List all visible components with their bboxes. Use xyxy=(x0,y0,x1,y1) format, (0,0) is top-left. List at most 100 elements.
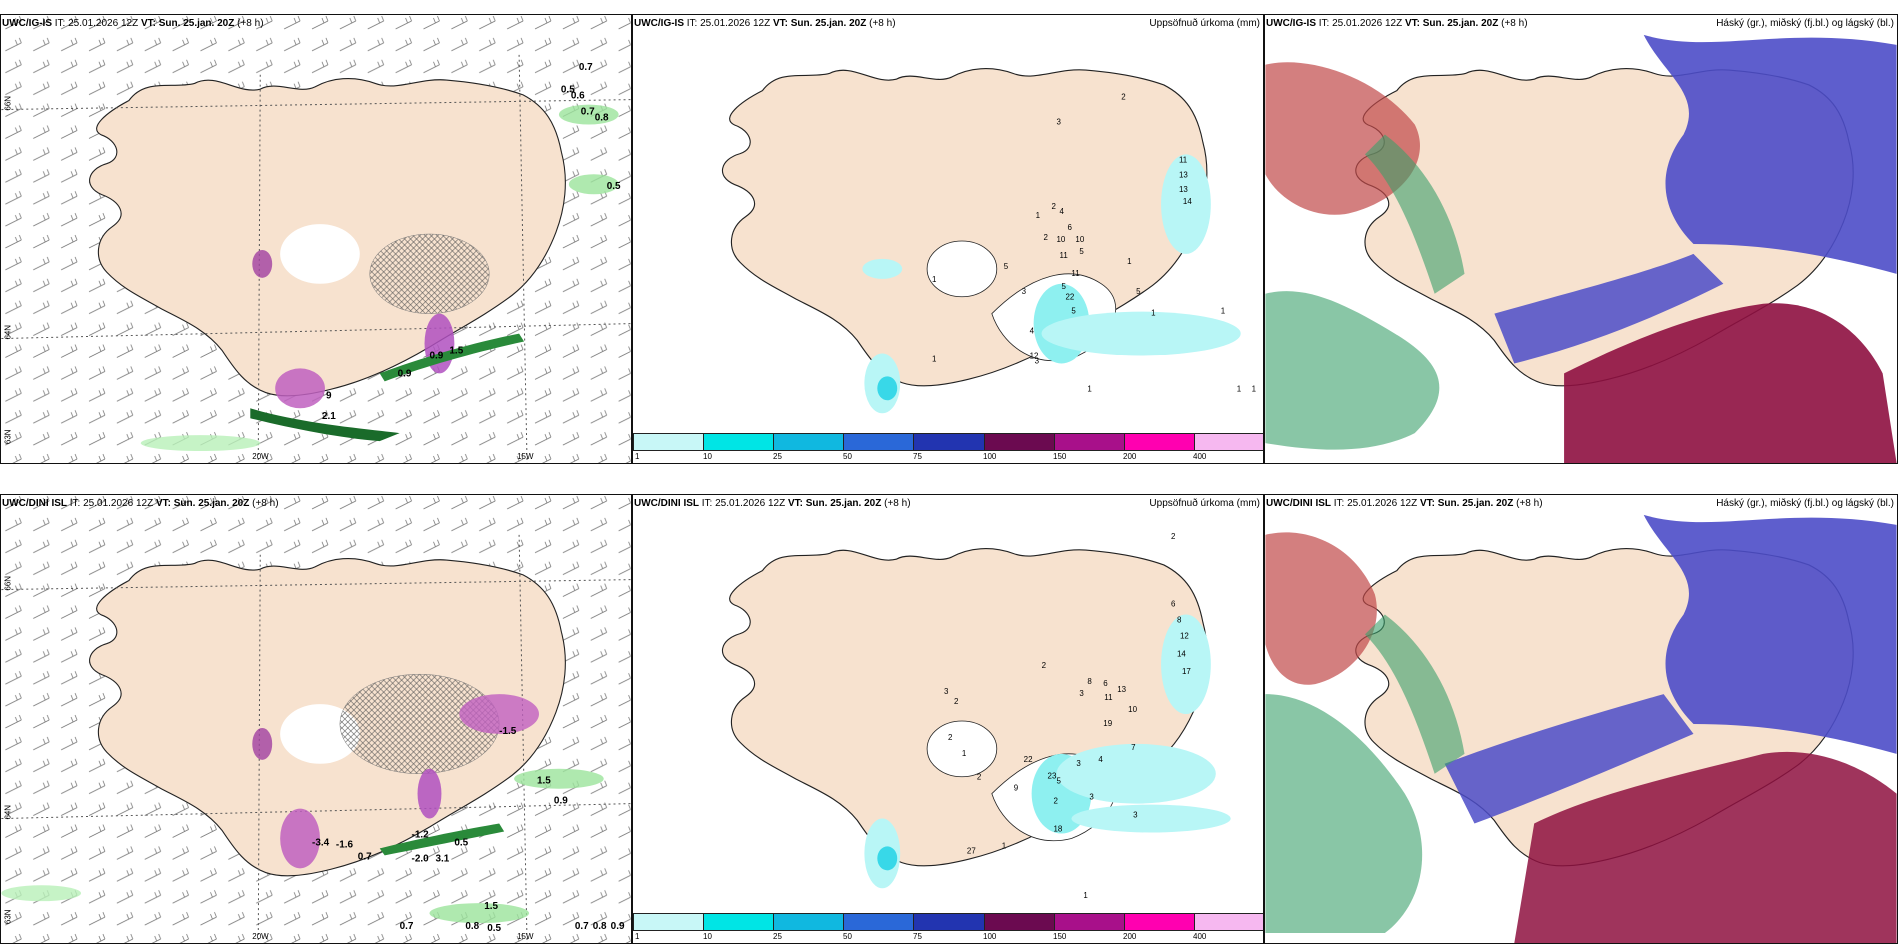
precip-value: 19 xyxy=(1103,719,1112,728)
panel-subtitle: Uppsöfnuð úrkoma (mm) xyxy=(1149,18,1260,29)
wind-panel-row1: UWC/IG-IS IT: 25.01.2026 12Z VT: Sun. 25… xyxy=(0,14,632,464)
legend-swatch xyxy=(634,914,705,930)
legend-swatch xyxy=(844,434,915,450)
panel-title: UWC/IG-IS IT: 25.01.2026 12Z VT: Sun. 25… xyxy=(634,18,896,29)
precip-value: 8 xyxy=(1177,615,1182,624)
legend-swatch xyxy=(704,434,775,450)
precip-value: 4 xyxy=(1060,207,1065,216)
wind-value: -1.6 xyxy=(336,839,354,850)
precip-value: 3 xyxy=(1035,356,1040,365)
legend-swatch xyxy=(704,914,775,930)
legend-ticks: 1 10 25 50 75 100 150 200 400 xyxy=(635,932,1207,941)
precip-value: 1 xyxy=(1083,891,1088,900)
wind-value: -3.4 xyxy=(312,837,330,848)
precip-value: 1 xyxy=(1252,384,1257,393)
legend-swatch xyxy=(984,914,1055,930)
precip-value: 6 xyxy=(1067,223,1072,232)
wind-value: 0.8 xyxy=(465,921,479,932)
precip-value: 22 xyxy=(1065,293,1074,302)
precip-value: 11 xyxy=(1104,693,1113,702)
precip-value: 8 xyxy=(1087,677,1092,686)
precip-value: 2 xyxy=(1171,532,1176,541)
wind-value: 0.5 xyxy=(607,181,621,192)
lat-label: 64N xyxy=(3,325,12,340)
precip-value: 27 xyxy=(967,846,976,855)
panel-title: UWC/IG-IS IT: 25.01.2026 12Z VT: Sun. 25… xyxy=(2,18,264,29)
precip-value: 2 xyxy=(977,773,982,782)
legend-swatch xyxy=(1054,914,1125,930)
precip-value: 3 xyxy=(1133,811,1138,820)
wind-value: 1.5 xyxy=(537,776,551,787)
precip-value: 5 xyxy=(1071,307,1076,316)
lon-label: 20W xyxy=(252,452,269,461)
precip-value: 1 xyxy=(1002,841,1007,850)
precip-value: 14 xyxy=(1183,197,1192,206)
wind-value: 0.7 xyxy=(400,921,414,932)
precip-value: 1 xyxy=(932,354,937,363)
wind-value: 0.9 xyxy=(429,350,443,361)
precip-value: 1 xyxy=(1087,384,1092,393)
precip-value: 1 xyxy=(1221,307,1226,316)
color-legend xyxy=(633,913,1263,931)
lat-label: 64N xyxy=(3,805,12,820)
wind-value: 9 xyxy=(326,390,332,401)
wind-value: -1.5 xyxy=(499,726,517,737)
precip-value: 2 xyxy=(1054,797,1059,806)
panel-title: UWC/DINI ISL IT: 25.01.2026 12Z VT: Sun.… xyxy=(2,498,279,509)
lat-label: 63N xyxy=(3,429,12,444)
legend-swatch xyxy=(774,434,845,450)
precip-value: 3 xyxy=(944,687,949,696)
precip-value: 10 xyxy=(1057,235,1066,244)
precip-panel-row1: UWC/IG-IS IT: 25.01.2026 12Z VT: Sun. 25… xyxy=(632,14,1264,464)
precip-value: 23 xyxy=(1048,772,1057,781)
precip-value: 2 xyxy=(1042,661,1047,670)
wind-value: 0.9 xyxy=(611,921,625,932)
legend-ticks: 1 10 25 50 75 100 150 200 400 xyxy=(635,452,1207,461)
precip-value: 18 xyxy=(1054,824,1063,833)
precip-value: 3 xyxy=(1022,287,1027,296)
lon-label: 15W xyxy=(517,452,534,461)
wind-value: 0.9 xyxy=(398,368,412,379)
wind-value: 0.5 xyxy=(561,85,575,96)
wind-value: 0.9 xyxy=(554,796,568,807)
wind-value: 1.5 xyxy=(449,345,463,356)
precip-value: 2 xyxy=(1052,202,1057,211)
panel-subtitle: Uppsöfnuð úrkoma (mm) xyxy=(1149,498,1260,509)
panel-subtitle: Háský (gr.), miðský (fj.bl.) og lágský (… xyxy=(1716,498,1894,509)
precip-value: 2 xyxy=(948,733,953,742)
wind-value: 0.8 xyxy=(595,113,609,124)
precip-value: 3 xyxy=(1057,118,1062,127)
wind-value: 2.1 xyxy=(322,411,336,422)
wind-value: -1.2 xyxy=(412,829,430,840)
precip-panel-row2: UWC/DINI ISL IT: 25.01.2026 12Z VT: Sun.… xyxy=(632,494,1264,944)
legend-swatch xyxy=(774,914,845,930)
wind-map: -1.5 -3.4 -1.6 0.7 -1.2 0.5 -2.0 3.1 1.5… xyxy=(1,495,631,943)
precip-value: 3 xyxy=(1076,759,1081,768)
wind-value: 0.7 xyxy=(358,851,372,862)
panel-subtitle: Háský (gr.), miðský (fj.bl.) og lágský (… xyxy=(1716,18,1894,29)
precip-value: 10 xyxy=(1128,705,1137,714)
precip-value: 1 xyxy=(1237,384,1242,393)
precip-value: 13 xyxy=(1179,185,1188,194)
wind-value: 0.7 xyxy=(579,62,593,73)
precip-value: 13 xyxy=(1117,685,1126,694)
precip-value: 5 xyxy=(1004,262,1009,271)
wind-value: -2.0 xyxy=(412,853,430,864)
wind-value: 0.6 xyxy=(571,91,585,102)
wind-value: 0.8 xyxy=(593,921,607,932)
cloud-map xyxy=(1265,495,1897,943)
color-legend xyxy=(633,433,1263,451)
legend-swatch xyxy=(1124,434,1195,450)
precip-value: 7 xyxy=(1131,743,1136,752)
wind-value: 0.7 xyxy=(581,107,595,118)
precip-value: 5 xyxy=(1136,287,1141,296)
lat-label: 66N xyxy=(3,576,12,591)
precip-value: 6 xyxy=(1171,600,1176,609)
precip-value: 1 xyxy=(932,275,937,284)
wind-value: 1.5 xyxy=(484,901,498,912)
legend-swatch xyxy=(984,434,1055,450)
precip-value: 3 xyxy=(1079,689,1084,698)
lon-label: 20W xyxy=(252,932,269,941)
